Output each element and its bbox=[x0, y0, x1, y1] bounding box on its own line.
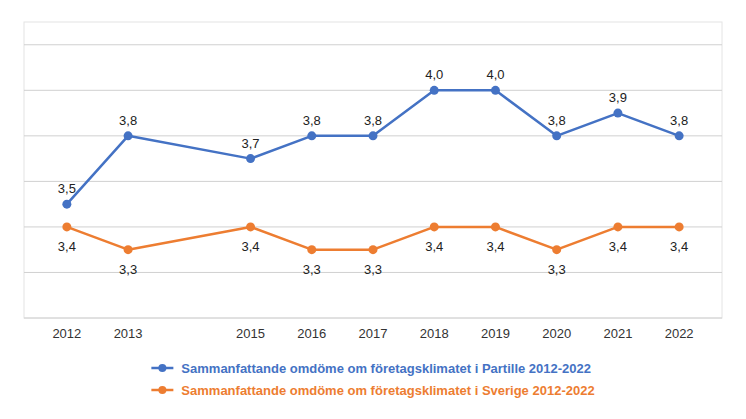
point bbox=[491, 222, 500, 231]
data-label: 3,8 bbox=[364, 113, 382, 128]
chart-container: 2012 2013 2015 2016 2017 2018 2019 2020 2021 2022… bbox=[0, 0, 746, 419]
data-label: 3,3 bbox=[548, 262, 566, 277]
point bbox=[62, 200, 71, 209]
point bbox=[675, 222, 684, 231]
point bbox=[675, 131, 684, 140]
grid-line bbox=[24, 44, 722, 45]
legend-label: Sammanfattande omdöme om företagsklimate… bbox=[181, 383, 594, 398]
point bbox=[491, 86, 500, 95]
x-tick-label: 2017 bbox=[359, 326, 388, 341]
data-label: 3,4 bbox=[486, 239, 504, 254]
series-line bbox=[67, 90, 679, 204]
point bbox=[62, 222, 71, 231]
data-label: 3,8 bbox=[119, 113, 137, 128]
data-label: 4,0 bbox=[425, 67, 443, 82]
x-tick-label: 2013 bbox=[114, 326, 143, 341]
data-label: 3,9 bbox=[609, 90, 627, 105]
point bbox=[124, 131, 133, 140]
data-label: 3,8 bbox=[303, 113, 321, 128]
x-tick-label: 2012 bbox=[52, 326, 81, 341]
point bbox=[307, 245, 316, 254]
grid-line bbox=[24, 318, 722, 319]
data-label: 4,0 bbox=[486, 67, 504, 82]
point bbox=[246, 222, 255, 231]
point bbox=[552, 245, 561, 254]
point bbox=[430, 86, 439, 95]
point bbox=[369, 245, 378, 254]
point bbox=[430, 222, 439, 231]
data-label: 3,7 bbox=[242, 136, 260, 151]
data-label: 3,4 bbox=[670, 239, 688, 254]
data-label: 3,3 bbox=[303, 262, 321, 277]
x-tick-label: 2020 bbox=[542, 326, 571, 341]
point bbox=[307, 131, 316, 140]
legend-label: Sammanfattande omdöme om företagsklimate… bbox=[181, 361, 591, 376]
legend-marker bbox=[158, 386, 166, 394]
x-axis: 2012 2013 2015 2016 2017 2018 2019 2020 2021 2022 bbox=[52, 326, 693, 341]
data-label: 3,4 bbox=[609, 239, 627, 254]
series-group bbox=[62, 86, 683, 254]
data-label: 3,8 bbox=[548, 113, 566, 128]
point bbox=[369, 131, 378, 140]
x-tick-label: 2018 bbox=[420, 326, 449, 341]
point bbox=[613, 222, 622, 231]
chart: 2012 2013 2015 2016 2017 2018 2019 2020 2021 2022… bbox=[0, 0, 746, 419]
data-label: 3,4 bbox=[58, 239, 76, 254]
grid-line bbox=[24, 181, 722, 182]
data-label: 3,8 bbox=[670, 113, 688, 128]
x-tick-label: 2021 bbox=[603, 326, 632, 341]
data-labels: 3,5 3,8 3,7 3,8 3,8 4,0 4,0 3,8 3,9 3,8 3,4 3,3 3,4 3… bbox=[58, 67, 688, 276]
x-tick-label: 2019 bbox=[481, 326, 510, 341]
point bbox=[552, 131, 561, 140]
point bbox=[124, 245, 133, 254]
point bbox=[246, 154, 255, 163]
x-tick-label: 2016 bbox=[297, 326, 326, 341]
grid bbox=[24, 45, 722, 318]
x-tick-label: 2022 bbox=[665, 326, 694, 341]
legend-item: Sammanfattande omdöme om företagsklimate… bbox=[151, 361, 591, 376]
legend-marker bbox=[158, 364, 166, 372]
data-label: 3,3 bbox=[119, 262, 137, 277]
data-label: 3,3 bbox=[364, 262, 382, 277]
point bbox=[613, 109, 622, 118]
plot-frame bbox=[24, 22, 722, 318]
data-label: 3,4 bbox=[242, 239, 260, 254]
x-tick-label: 2015 bbox=[236, 326, 265, 341]
legend: Sammanfattande omdöme om företagsklimate… bbox=[151, 361, 594, 398]
data-label: 3,5 bbox=[58, 181, 76, 196]
legend-item: Sammanfattande omdöme om företagsklimate… bbox=[151, 383, 594, 398]
data-label: 3,4 bbox=[425, 239, 443, 254]
